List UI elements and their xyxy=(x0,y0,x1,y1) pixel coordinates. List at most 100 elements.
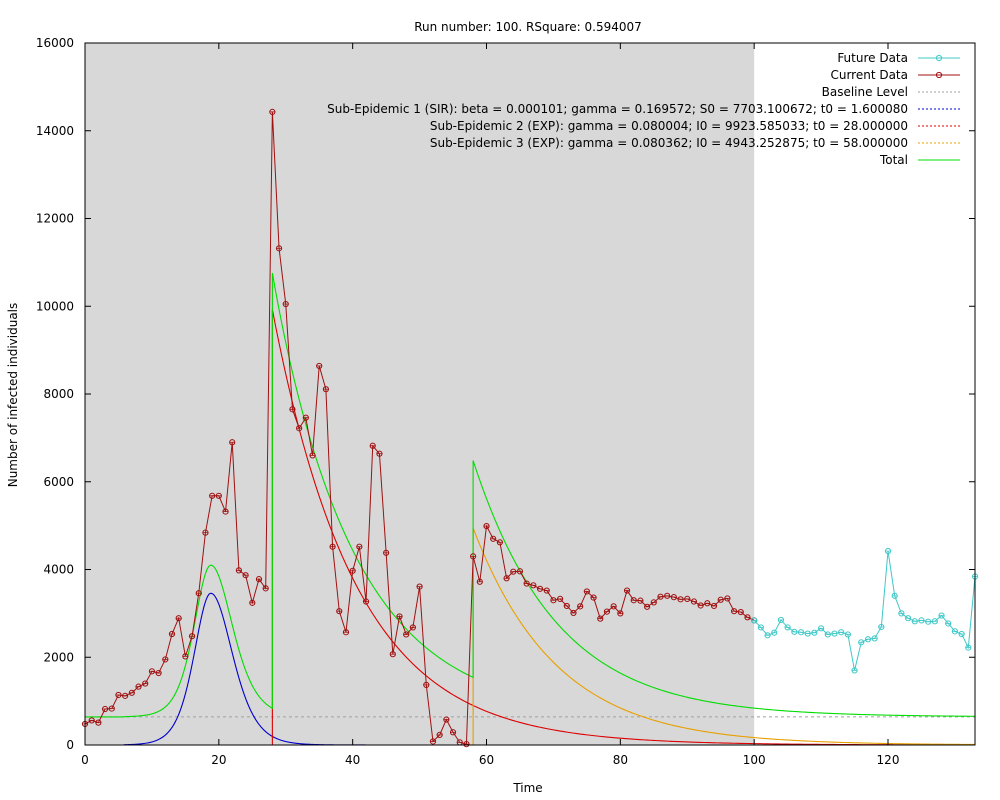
current-data-point xyxy=(423,681,430,688)
x-tick-label: 80 xyxy=(613,753,628,767)
future-data-point xyxy=(938,612,945,619)
current-data-point xyxy=(229,439,236,446)
current-data-point xyxy=(704,600,711,607)
current-data-point xyxy=(309,452,316,459)
current-data-point xyxy=(610,603,617,610)
current-data-point xyxy=(409,624,416,631)
current-data-point xyxy=(262,585,269,592)
axes-layer: 0 20 40 60 80 100 120 0 2000 4000 6000 8000 10000 120… xyxy=(36,36,975,767)
current-data-point xyxy=(443,716,450,723)
shaded-region-layer xyxy=(85,43,755,745)
current-data-point xyxy=(289,406,296,413)
current-data-point xyxy=(182,653,189,660)
current-data-point xyxy=(717,596,724,603)
current-data-point xyxy=(429,738,437,745)
current-data-point xyxy=(389,651,396,658)
current-data-point xyxy=(670,594,677,601)
current-data-point xyxy=(697,602,704,609)
legend-label: Sub-Epidemic 2 (EXP): gamma = 0.080004; … xyxy=(430,119,908,133)
current-data-point xyxy=(336,608,343,615)
legend-swatch-marker xyxy=(935,71,943,79)
chart-title: Run number: 100. RSquare: 0.594007 xyxy=(414,20,642,34)
current-data-point xyxy=(543,587,550,594)
future-data-point xyxy=(811,629,818,636)
current-data-point xyxy=(222,508,229,515)
y-tick-label: 4000 xyxy=(43,563,74,577)
current-data-point xyxy=(403,631,410,638)
current-data-point xyxy=(583,588,590,595)
future-data-point xyxy=(871,635,878,642)
current-data-point xyxy=(215,492,222,499)
fit-region-shading xyxy=(85,43,755,745)
current-data-point xyxy=(356,543,363,550)
y-tick-label: 12000 xyxy=(36,212,74,226)
current-data-point xyxy=(637,597,644,604)
current-data-point xyxy=(570,609,577,617)
current-data-point xyxy=(209,492,216,499)
current-data-point xyxy=(684,595,691,602)
future-data-point xyxy=(958,630,965,638)
y-tick-label: 8000 xyxy=(43,387,74,401)
current-data-point xyxy=(737,608,744,616)
current-data-point xyxy=(249,599,256,606)
current-data-point xyxy=(677,596,684,603)
current-data-point xyxy=(275,245,283,252)
current-data-point xyxy=(490,535,497,542)
future-data-point xyxy=(891,592,898,599)
x-tick-label: 0 xyxy=(81,753,89,767)
current-data-point xyxy=(101,705,109,713)
x-tick-label: 100 xyxy=(743,753,766,767)
future-data-point xyxy=(797,629,805,636)
current-data-point xyxy=(322,386,330,393)
future-data-point xyxy=(791,628,798,635)
current-data-point xyxy=(255,576,263,583)
y-tick-label: 10000 xyxy=(36,299,74,313)
x-tick-label: 40 xyxy=(345,753,360,767)
current-data-point xyxy=(242,572,249,579)
current-data-point xyxy=(617,610,624,617)
current-data-point xyxy=(88,717,95,724)
legend: Future Data Current Data Baseline Level Sub… xyxy=(327,51,960,167)
current-data-point xyxy=(128,689,135,696)
y-tick-label: 6000 xyxy=(43,475,74,489)
current-data-point xyxy=(282,300,289,308)
future-data-line xyxy=(753,550,976,671)
y-tick-label: 14000 xyxy=(36,124,74,138)
current-data-point xyxy=(316,362,323,370)
current-data-point xyxy=(342,629,350,636)
current-data-point xyxy=(557,595,564,602)
current-data-point xyxy=(296,425,303,432)
current-data-point xyxy=(483,522,490,530)
current-data-point xyxy=(376,450,383,457)
current-data-point xyxy=(516,568,524,575)
x-tick-label: 60 xyxy=(479,753,494,767)
future-data-point xyxy=(931,618,938,625)
future-data-point xyxy=(824,631,831,638)
current-data-point xyxy=(590,594,597,601)
y-tick-label: 16000 xyxy=(36,36,74,50)
current-data-point xyxy=(95,719,102,726)
legend-label: Future Data xyxy=(837,51,908,65)
legend-label: Sub-Epidemic 3 (EXP): gamma = 0.080362; … xyxy=(430,136,908,150)
current-data-point xyxy=(436,731,443,739)
current-data-point xyxy=(510,568,517,575)
x-axis-label: Time xyxy=(512,781,542,795)
current-data-point xyxy=(463,741,470,748)
current-data-point xyxy=(362,598,370,605)
current-data-point xyxy=(202,529,209,536)
current-data-point xyxy=(577,603,584,610)
future-data-point xyxy=(898,610,905,617)
y-tick-label: 2000 xyxy=(43,650,74,664)
current-data-point xyxy=(369,442,376,449)
current-data-point xyxy=(476,578,483,585)
future-data-point xyxy=(911,618,918,625)
current-data-point xyxy=(657,593,664,600)
current-data-point xyxy=(349,567,356,574)
future-data-point xyxy=(777,616,785,624)
current-data-point xyxy=(122,692,129,699)
current-data-point xyxy=(644,603,651,610)
current-data-point xyxy=(188,633,196,640)
legend-label: Total xyxy=(879,153,908,167)
sub-epidemic-3-curve xyxy=(472,527,976,746)
future-data-point xyxy=(858,639,865,646)
